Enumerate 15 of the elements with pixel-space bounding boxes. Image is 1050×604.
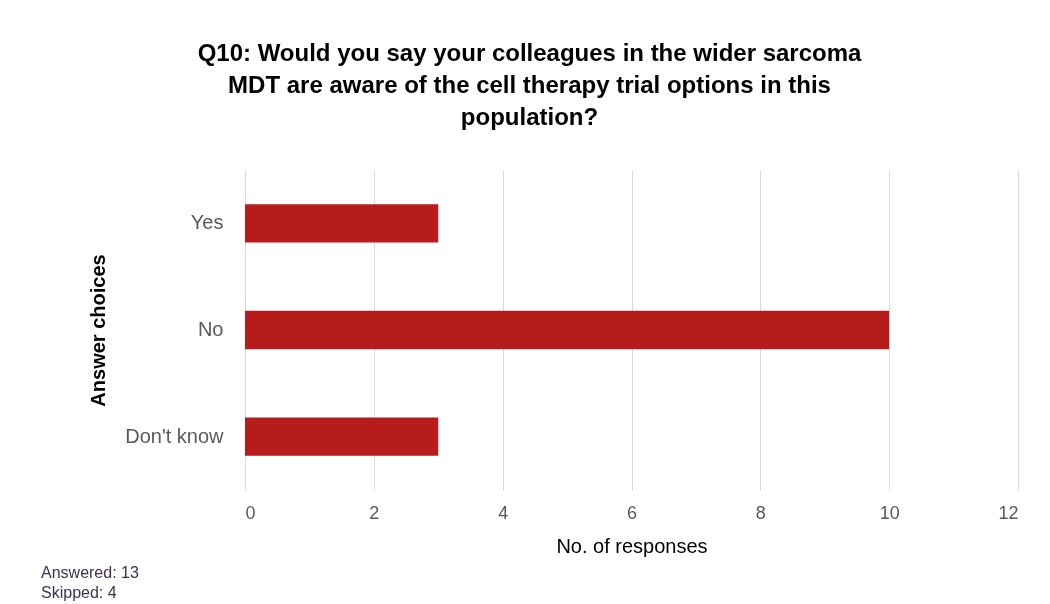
x-tick-label: 6: [626, 502, 638, 523]
y-tick-label: Don't know: [125, 424, 225, 447]
x-tick-label: 12: [998, 502, 1019, 523]
y-tick-label: Yes: [190, 211, 224, 234]
x-tick-label: 4: [498, 502, 509, 523]
x-tick-label: 10: [879, 502, 900, 523]
x-tick-label: 2: [369, 502, 380, 523]
y-axis-title: Answer choices: [87, 254, 110, 407]
text: Skipped: 4: [41, 584, 117, 601]
x-axis-title: No. of responses: [556, 534, 708, 557]
x-tick-label: 0: [245, 502, 256, 523]
x-tick-label: 8: [755, 502, 766, 523]
text: Answered: 13: [41, 564, 139, 581]
y-tick-label: No: [197, 318, 224, 340]
chart-title: Q10: Would you say your colleagues in the wider sarcoma MDT are aware of the cell therapy trial options in this population?: [197, 39, 863, 130]
